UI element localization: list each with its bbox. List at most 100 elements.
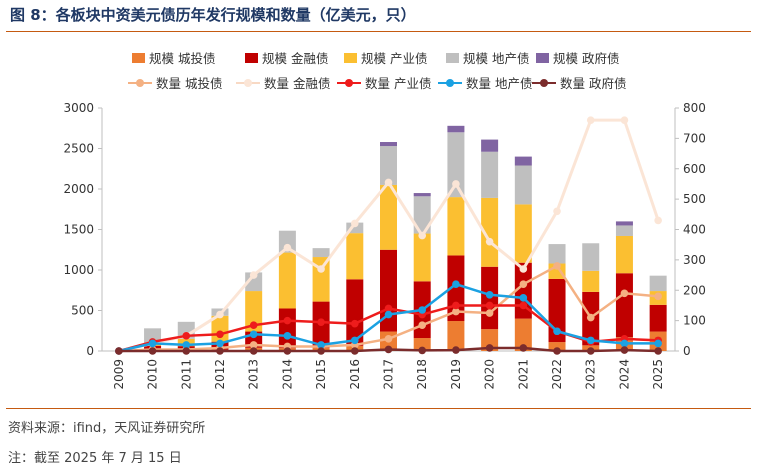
- legend-label-line-gov: 数量 政府债: [560, 76, 627, 91]
- x-tick-label: 2011: [179, 359, 193, 390]
- bar-city-2019: [447, 321, 465, 351]
- point-gov-2020: [485, 344, 494, 352]
- legend-line-prop: [438, 78, 462, 87]
- right-tick-label: 300: [683, 253, 706, 267]
- legend-swatch-bar-fin: [245, 52, 258, 63]
- point-city-2013: [249, 341, 258, 349]
- x-tick-label: 2020: [483, 359, 497, 390]
- point-gov-2011: [182, 347, 191, 355]
- x-tick-label: 2012: [213, 359, 227, 390]
- point-city-2023: [586, 313, 595, 322]
- point-city-2024: [620, 289, 629, 298]
- right-tick-label: 100: [683, 314, 706, 328]
- right-tick-label: 600: [683, 162, 706, 176]
- chart-area: 0 500 1000 1500 2000 2500 3000 0 100 200 300 400 500…: [63, 101, 706, 390]
- point-ind-2014: [283, 316, 292, 325]
- point-ind-2020: [485, 301, 494, 310]
- bar-ind-2015: [312, 257, 330, 302]
- left-tick-label: 1500: [63, 223, 94, 237]
- point-city-2021: [519, 280, 528, 288]
- point-gov-2024: [620, 346, 629, 354]
- x-tick-label: 2023: [584, 359, 598, 390]
- point-prop-2020: [485, 291, 494, 299]
- point-gov-2025: [654, 347, 662, 355]
- point-ind-2012: [216, 330, 224, 339]
- bar-gov-2018: [413, 193, 431, 197]
- bar-city-2022: [548, 342, 566, 351]
- point-gov-2023: [586, 347, 595, 355]
- x-tick-label: 2017: [382, 359, 396, 390]
- point-prop-2019: [452, 280, 460, 288]
- legend-label-line-fin: 数量 金融债: [264, 76, 331, 91]
- bar-prop-2015: [312, 248, 330, 258]
- point-fin-2022: [553, 207, 561, 216]
- x-tick-label: 2009: [112, 359, 126, 390]
- bar-ind-2014: [278, 252, 296, 309]
- legend-label-line-ind: 数量 产业债: [365, 76, 432, 91]
- x-tick-label: 2021: [516, 359, 530, 390]
- bar-prop-2023: [582, 243, 600, 271]
- bar-prop-2020: [481, 151, 499, 198]
- bar-ind-2023: [582, 270, 600, 292]
- point-fin-2021: [519, 265, 528, 273]
- bar-ind-2021: [514, 204, 532, 263]
- point-gov-2013: [249, 347, 258, 355]
- bar-ind-2024: [615, 235, 633, 274]
- legend-line-fin: [236, 78, 260, 87]
- point-fin-2024: [620, 116, 629, 124]
- bar-gov-2017: [380, 142, 397, 147]
- point-gov-2022: [553, 347, 561, 355]
- legend-line-gov: [532, 78, 556, 87]
- legend-line-ind: [337, 78, 361, 87]
- point-prop-2013: [249, 330, 258, 339]
- point-city-2019: [452, 307, 460, 316]
- x-tick-label: 2016: [348, 359, 362, 390]
- legend-label-bar-fin: 规模 金融债: [262, 51, 329, 66]
- x-tick-label: 2025: [651, 359, 665, 390]
- point-prop-2015: [317, 341, 325, 349]
- bar-gov-2020: [481, 139, 499, 152]
- legend-label-line-prop: 数量 地产债: [466, 76, 533, 91]
- chart-legend: 规模 城投债 规模 金融债 规模 产业债 规模 地产债 规模 政府债 数量 城投…: [0, 48, 762, 94]
- bottom-rule: [6, 408, 751, 409]
- bar-ind-2017: [380, 184, 397, 250]
- legend-item-line-gov: 数量 政府债: [532, 73, 626, 92]
- bar-ind-2013: [245, 291, 263, 332]
- bar-fin-2014: [278, 308, 296, 349]
- bar-gov-2021: [514, 156, 532, 166]
- x-tick-label: 2010: [146, 359, 160, 390]
- x-tick-label: 2024: [617, 359, 631, 390]
- legend-item-line-prop: 数量 地产债: [438, 73, 532, 92]
- point-gov-2009: [115, 347, 123, 355]
- point-prop-2025: [654, 339, 662, 348]
- point-gov-2019: [452, 346, 460, 354]
- bar-ind-2018: [413, 233, 431, 282]
- point-ind-2019: [452, 301, 460, 310]
- legend-item-bar-gov: 规模 政府债: [536, 48, 619, 67]
- point-prop-2017: [384, 310, 393, 319]
- x-tick-label: 2013: [247, 359, 261, 390]
- bar-city-2018: [413, 338, 431, 351]
- left-tick-label: 3000: [63, 101, 94, 115]
- point-gov-2021: [519, 344, 528, 352]
- point-fin-2013: [249, 271, 258, 279]
- bar-prop-2013: [245, 272, 263, 292]
- x-tick-label: 2019: [449, 359, 463, 390]
- date-note: 注：截至 2025 年 7 月 15 日: [8, 451, 182, 466]
- point-fin-2014: [283, 243, 292, 252]
- point-city-2018: [418, 321, 427, 329]
- legend-swatch-bar-city: [132, 52, 145, 63]
- top-rule: [6, 31, 751, 32]
- legend-item-bar-city: 规模 城投债: [132, 48, 215, 67]
- point-prop-2021: [519, 294, 528, 302]
- x-tick-label: 2014: [280, 359, 294, 390]
- legend-label-bar-ind: 规模 产业债: [361, 51, 428, 66]
- point-gov-2018: [418, 346, 427, 355]
- point-fin-2025: [654, 216, 662, 225]
- point-gov-2012: [216, 347, 224, 355]
- right-tick-label: 0: [683, 344, 691, 358]
- right-tick-label: 400: [683, 223, 706, 237]
- bar-fin-2024: [615, 273, 633, 338]
- left-tick-label: 1000: [63, 263, 94, 277]
- figure-title: 图 8：各板块中资美元债历年发行规模和数量（亿美元，只）: [10, 6, 416, 24]
